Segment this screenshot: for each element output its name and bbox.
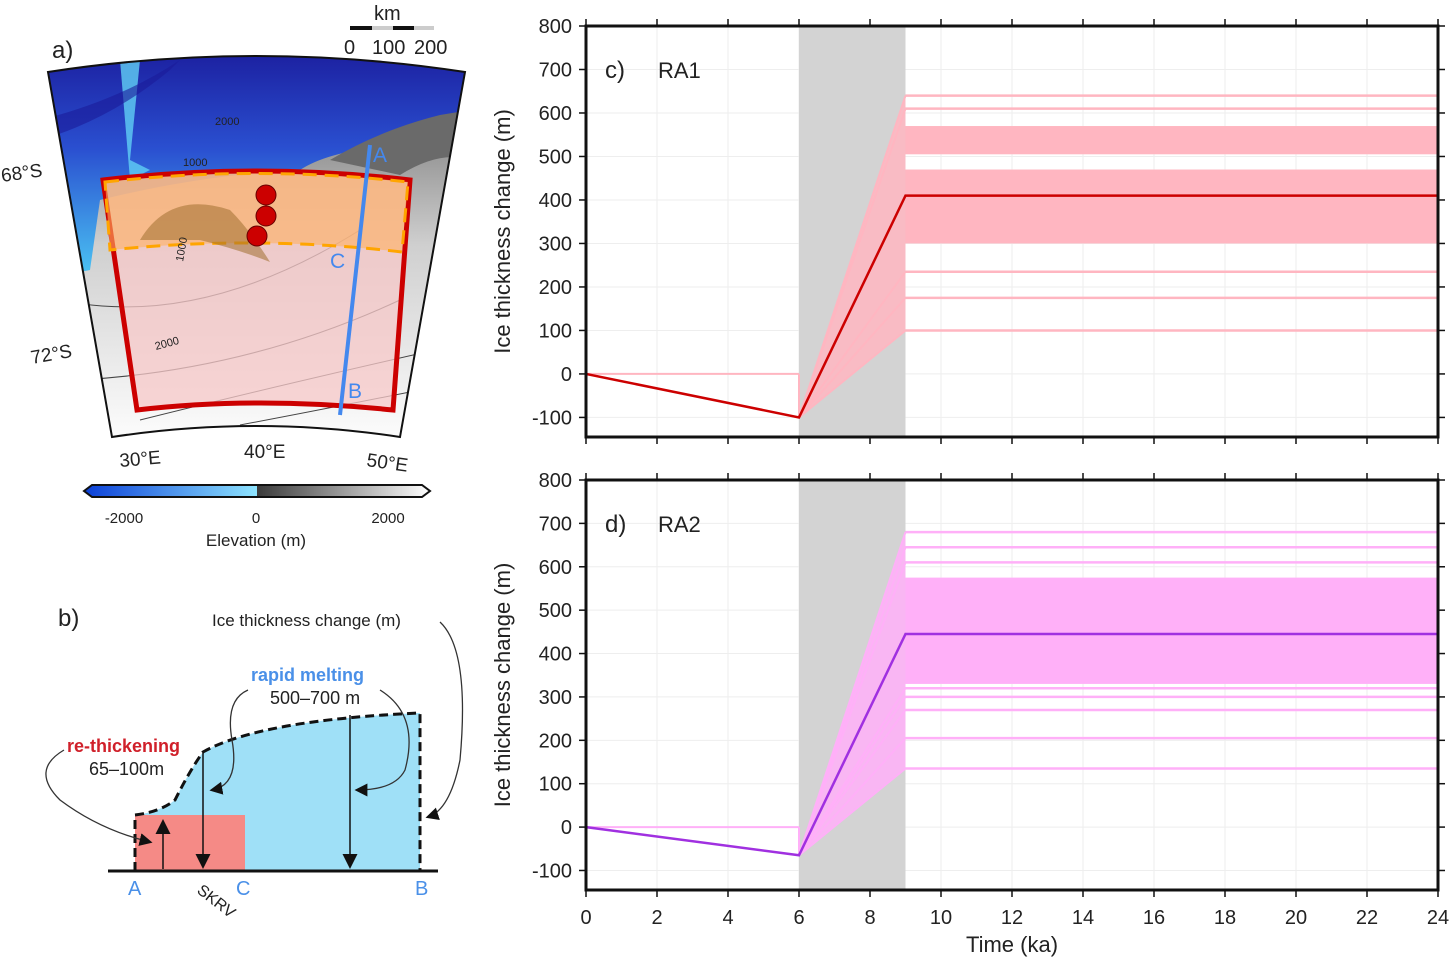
lon-label-40e: 40°E	[244, 442, 285, 463]
sample-site-marker	[255, 205, 277, 227]
ensemble-line	[798, 767, 907, 857]
contour-label: 2000	[215, 116, 239, 128]
lat-label-72s: 72°S	[29, 341, 73, 369]
x-tick-label: 24	[1427, 907, 1449, 929]
scale-bar: km 0 100 200	[344, 3, 447, 59]
contour-label: 1000	[174, 236, 190, 262]
chart-panel-d: 0 2 4 6 8 10 12 14 16 18 20 22 24-100010020030040050…	[490, 470, 1449, 957]
y-tick-label: 500	[539, 146, 572, 168]
y-tick-label: 600	[539, 103, 572, 125]
y-tick-label: 100	[539, 320, 572, 342]
rethickening-title: re-thickening	[67, 736, 180, 756]
x-tick-label: 20	[1285, 907, 1307, 929]
ensemble-band	[905, 577, 1438, 684]
sample-site-marker	[246, 225, 268, 247]
y-tick-label: 400	[539, 644, 572, 666]
y-tick-label: 300	[539, 233, 572, 255]
rethickening-area	[135, 815, 245, 871]
y-tick-label: 0	[561, 364, 572, 386]
contour-label: 1000	[183, 157, 207, 169]
y-tick-label: 400	[539, 190, 572, 212]
ensemble-line	[798, 709, 907, 856]
svg-text:-2000: -2000	[105, 510, 143, 527]
transect-point-a: A	[373, 144, 387, 167]
y-tick-label: 0	[561, 817, 572, 839]
x-axis-label: Time (ka)	[966, 932, 1058, 957]
colorbar-label: Elevation (m)	[206, 531, 306, 550]
x-tick-label: 12	[1001, 907, 1023, 929]
y-tick-label: 700	[539, 513, 572, 535]
ensemble-band	[905, 126, 1438, 155]
y-axis-label: Ice thickness change (m)	[490, 109, 515, 354]
chart-panel-c: -100 0 100 200 300 400 500 600 700 800 Ice thickne…	[490, 16, 1445, 444]
lon-label-30e: 30°E	[119, 447, 162, 472]
y-tick-label: -100	[532, 860, 572, 882]
x-tick-label: 6	[793, 907, 804, 929]
y-tick-label: 100	[539, 774, 572, 796]
x-tick-label: 8	[864, 907, 875, 929]
x-tick-label: 10	[930, 907, 952, 929]
ensemble-band	[905, 169, 1438, 244]
y-tick-label: 600	[539, 557, 572, 579]
panel-a-map: a) A B C 1000 2000 1000 2000 68°S 72°S 3…	[0, 3, 467, 550]
svg-text:100: 100	[372, 37, 405, 59]
scale-unit: km	[374, 3, 401, 25]
ensemble-line	[798, 108, 907, 418]
ensemble-line	[798, 271, 907, 419]
profile-point-b: B	[415, 878, 428, 900]
y-tick-label: 800	[539, 470, 572, 492]
panel-a-label: a)	[52, 37, 73, 64]
lon-label-50e: 50°E	[365, 450, 409, 477]
site-label-skrv: SKRV	[194, 882, 239, 922]
svg-text:0: 0	[344, 37, 355, 59]
transect-line	[338, 144, 372, 416]
ensemble-line	[798, 329, 907, 419]
svg-text:200: 200	[414, 37, 447, 59]
transect-point-b: B	[348, 380, 362, 403]
y-tick-label: 800	[539, 16, 572, 38]
mean-series-line	[585, 194, 1438, 419]
svg-text:2000: 2000	[371, 510, 404, 527]
svg-text:0: 0	[252, 510, 260, 527]
x-tick-label: 22	[1356, 907, 1378, 929]
profile-point-c: C	[236, 878, 250, 900]
ice-thickness-note: Ice thickness change (m)	[212, 611, 401, 630]
lat-label-68s: 68°S	[0, 160, 44, 187]
sample-site-marker	[255, 184, 277, 206]
profile-point-a: A	[128, 878, 142, 900]
x-tick-label: 0	[580, 907, 591, 929]
x-tick-label: 14	[1072, 907, 1094, 929]
map-frame	[46, 55, 467, 439]
y-axis-label: Ice thickness change (m)	[490, 563, 515, 808]
ensemble-line	[798, 562, 907, 856]
y-tick-label: 200	[539, 277, 572, 299]
y-tick-label: 500	[539, 600, 572, 622]
mean-series-line	[585, 632, 1438, 857]
chart-title: RA2	[658, 512, 701, 537]
panel-b-schematic: b) Ice thickness change (m) rapid meltin…	[45, 605, 464, 922]
panel-label: c)	[605, 57, 625, 84]
y-tick-label: 200	[539, 730, 572, 752]
x-tick-label: 4	[722, 907, 733, 929]
y-tick-label: 700	[539, 59, 572, 81]
ensemble-line	[798, 737, 907, 856]
rethickening-range: 65–100m	[89, 759, 164, 779]
ensemble-line	[798, 696, 907, 856]
transect-point-c: C	[330, 250, 345, 273]
rapid-melting-title: rapid melting	[251, 665, 364, 685]
ensemble-line	[798, 297, 907, 419]
y-tick-label: 300	[539, 687, 572, 709]
rapid-melting-range: 500–700 m	[270, 688, 360, 708]
chart-title: RA1	[658, 58, 701, 83]
panel-b-label: b)	[58, 605, 79, 632]
panel-label: d)	[605, 511, 626, 538]
x-tick-label: 18	[1214, 907, 1236, 929]
x-tick-label: 2	[651, 907, 662, 929]
elevation-colorbar: -2000 0 2000 Elevation (m)	[82, 484, 432, 550]
y-tick-label: -100	[532, 407, 572, 429]
x-tick-label: 16	[1143, 907, 1165, 929]
